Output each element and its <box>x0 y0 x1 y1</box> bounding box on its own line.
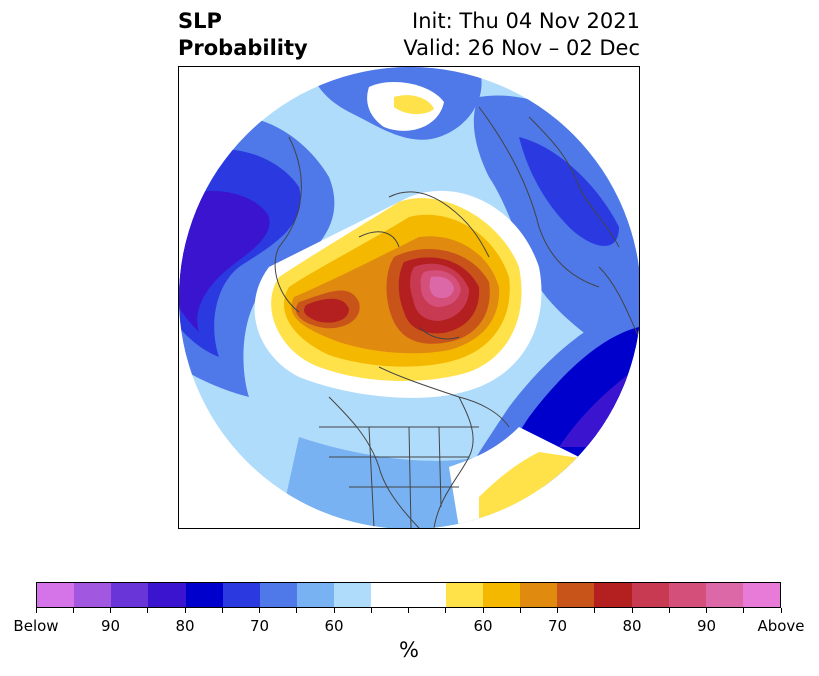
colorbar-ticks <box>35 608 782 614</box>
colorbar-tick <box>408 608 409 613</box>
colorbar-tick <box>221 608 223 613</box>
colorbar-tick <box>780 608 782 613</box>
pacific-low-center <box>179 190 270 332</box>
colorbar-swatch <box>742 583 781 607</box>
coastlines <box>274 106 639 528</box>
colorbar-swatch <box>111 583 149 607</box>
colorbar-tick <box>706 608 707 613</box>
colorbar-tick-label: 90 <box>100 617 121 635</box>
title-product: Probability <box>178 36 308 60</box>
colorbar-tick <box>519 608 521 613</box>
colorbar-tick-label: Above <box>757 617 805 635</box>
colorbar-swatch <box>705 583 743 607</box>
colorbar-tick <box>72 608 74 613</box>
colorbar-swatch <box>594 583 632 607</box>
colorbar-swatch <box>445 583 483 607</box>
high-core-magenta <box>429 276 454 299</box>
colorbar-tick <box>35 608 37 613</box>
colorbar-tick <box>557 608 558 613</box>
colorbar-tick <box>370 608 372 613</box>
colorbar-tick <box>110 608 111 613</box>
colorbar <box>36 582 781 608</box>
europe-dark <box>519 137 619 246</box>
colorbar-swatch <box>668 583 706 607</box>
colorbar-tick <box>668 608 670 613</box>
colorbar-swatch <box>222 583 260 607</box>
colorbar-tick <box>445 608 447 613</box>
colorbar-tick-label: 60 <box>473 617 493 635</box>
siberia-yellow <box>394 95 434 115</box>
colorbar-tick <box>296 608 298 613</box>
valid-range: Valid: 26 Nov – 02 Dec <box>403 36 640 60</box>
colorbar-tick <box>594 608 596 613</box>
colorbar-tick-label: 60 <box>324 617 344 635</box>
colorbar-swatch <box>371 583 409 607</box>
colorbar-tick-label: 90 <box>696 617 717 635</box>
colorbar-swatch <box>520 583 558 607</box>
colorbar-tick <box>631 608 633 613</box>
colorbar-tick <box>743 608 745 613</box>
colorbar-swatch <box>408 583 446 607</box>
colorbar-swatch <box>482 583 521 607</box>
title-variable: SLP <box>178 9 222 33</box>
chart-title-left: SLP Probability <box>178 8 308 62</box>
chart-title-right: Init: Thu 04 Nov 2021 Valid: 26 Nov – 02… <box>403 8 640 62</box>
colorbar-swatch <box>185 583 223 607</box>
colorbar-swatch <box>631 583 669 607</box>
probability-map <box>179 67 639 528</box>
colorbar-tick <box>333 608 335 613</box>
colorbar-tick-label: Below <box>13 617 59 635</box>
colorbar-swatch <box>37 583 75 607</box>
init-date: Init: Thu 04 Nov 2021 <box>412 9 640 33</box>
colorbar-tick <box>259 608 260 613</box>
colorbar-tick <box>147 608 149 613</box>
colorbar-swatch <box>259 583 298 607</box>
colorbar-tick-label: 70 <box>249 617 270 635</box>
high-west-core <box>304 298 349 323</box>
colorbar-swatch <box>297 583 335 607</box>
south-light-blue <box>279 437 499 528</box>
colorbar-swatch <box>74 583 112 607</box>
colorbar-tick-label: 80 <box>175 617 195 635</box>
colorbar-units: % <box>399 638 419 662</box>
map-panel <box>178 66 640 529</box>
colorbar-tick-label: 70 <box>547 617 568 635</box>
colorbar-swatch <box>148 583 186 607</box>
colorbar-tick <box>184 608 186 613</box>
colorbar-tick <box>482 608 484 613</box>
colorbar-swatch <box>557 583 595 607</box>
colorbar-tick-label: 80 <box>622 617 642 635</box>
colorbar-swatch <box>334 583 372 607</box>
